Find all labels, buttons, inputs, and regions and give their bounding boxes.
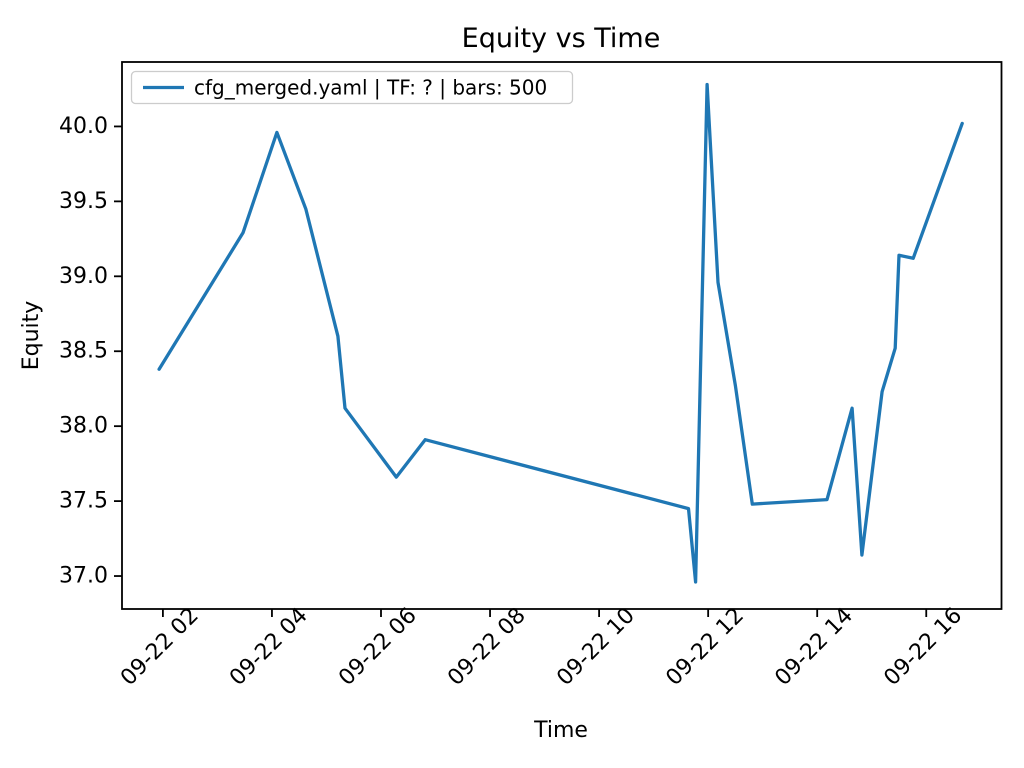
legend-label: cfg_merged.yaml | TF: ? | bars: 500 — [194, 76, 547, 100]
legend: cfg_merged.yaml | TF: ? | bars: 500 — [130, 70, 574, 105]
x-axis-ticks: 09-22 02 09-22 04 09-22 06 09-22 08 09-22 10… — [116, 603, 967, 691]
plot-area-border — [121, 61, 1003, 610]
x-tick-label: 09-22 12 — [661, 603, 749, 691]
y-axis-label: Equity — [19, 301, 44, 371]
x-tick-label: 09-22 04 — [225, 603, 313, 691]
x-tick-label: 09-22 16 — [879, 603, 967, 691]
chart-title: Equity vs Time — [462, 23, 661, 54]
y-tick-label: 38.5 — [59, 339, 108, 364]
y-tick-label: 39.0 — [59, 264, 108, 289]
y-tick-label: 38.0 — [59, 414, 108, 439]
y-tick-label: 39.5 — [59, 189, 108, 214]
y-tick-label: 37.5 — [59, 489, 108, 514]
x-axis-label: Time — [533, 718, 588, 743]
x-tick-label: 09-22 10 — [552, 603, 640, 691]
equity-line-series — [157, 82, 964, 584]
x-tick-label: 09-22 02 — [116, 603, 204, 691]
x-tick-label: 09-22 06 — [334, 603, 422, 691]
x-tick-label: 09-22 08 — [443, 603, 531, 691]
y-tick-label: 37.0 — [59, 564, 108, 589]
y-axis-ticks: 37.0 37.5 38.0 38.5 39.0 39.5 40.0 — [59, 114, 122, 589]
y-tick-label: 40.0 — [59, 114, 108, 139]
legend-box — [130, 70, 574, 105]
x-tick-label: 09-22 14 — [770, 603, 858, 691]
